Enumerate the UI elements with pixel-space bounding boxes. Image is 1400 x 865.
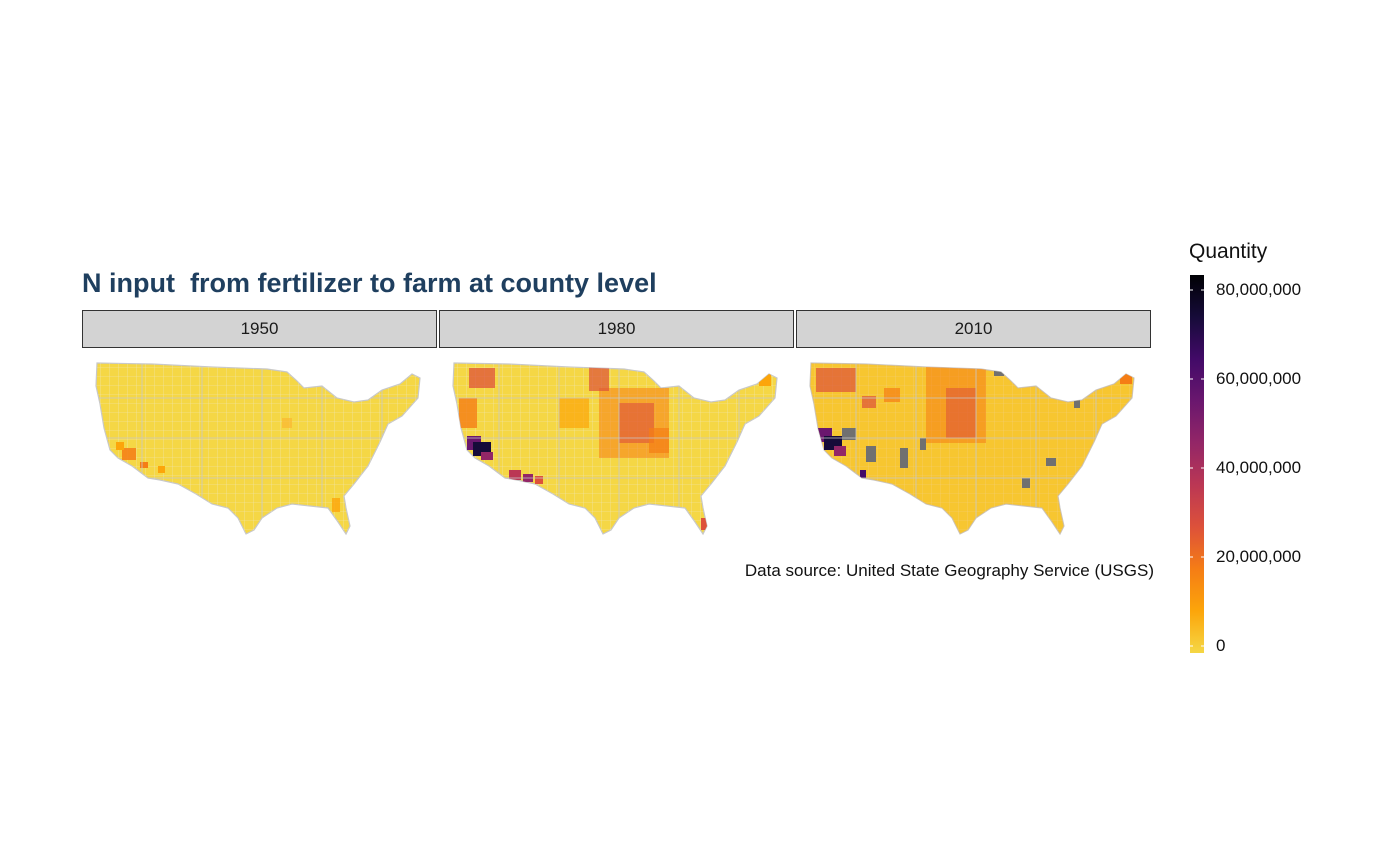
- facet-label: 1980: [597, 319, 636, 338]
- legend-tick-label: 60,000,000: [1216, 369, 1302, 388]
- facet-label: 1950: [240, 319, 279, 338]
- legend-tick-label: 40,000,000: [1216, 458, 1302, 477]
- facet-strip-1980: 1980: [439, 310, 794, 348]
- facet-panel-1950: 1950: [82, 310, 437, 538]
- facet-panel-1980: 1980: [439, 310, 794, 538]
- data-source-caption: Data source: United State Geography Serv…: [744, 561, 1154, 580]
- us-county-map-2010: [809, 362, 1135, 535]
- facet-label: 2010: [954, 319, 993, 338]
- legend-tick-label: 80,000,000: [1216, 280, 1302, 299]
- legend-title: Quantity: [1189, 240, 1268, 263]
- facet-strip-2010: 2010: [796, 310, 1151, 348]
- legend-color-bar: [1190, 275, 1204, 653]
- us-county-map-1950: [95, 362, 421, 535]
- facet-panel-2010: 2010: [796, 310, 1151, 538]
- us-county-map-1980: [452, 362, 778, 535]
- chart-title: N input from fertilizer to farm at count…: [82, 268, 657, 298]
- legend-tick-label: 0: [1216, 636, 1226, 655]
- facet-strip-1950: 1950: [82, 310, 437, 348]
- legend-tick-label: 20,000,000: [1216, 547, 1302, 566]
